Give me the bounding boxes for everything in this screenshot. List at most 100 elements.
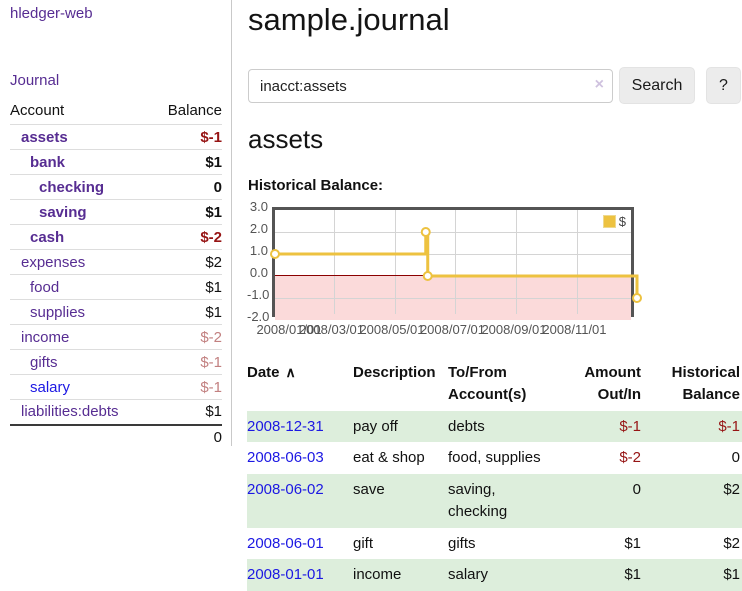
historical-balance-chart: $ [270, 207, 642, 320]
y-axis-tick-label: 2.0 [249, 221, 268, 236]
data-point-marker [422, 271, 433, 281]
sidebar: hledger-web Journal Account Balance asse… [0, 0, 232, 449]
tofrom-column-header: To/From Account(s) [448, 364, 527, 403]
transaction-balance: $-1 [718, 417, 740, 435]
transaction-description: gift [353, 534, 374, 552]
transaction-row: 2008-06-03 eat & shop food, supplies $-2 0 [247, 442, 742, 474]
account-row: gifts $-1 [10, 349, 222, 375]
transaction-accounts: saving, checking [448, 481, 508, 520]
transaction-date-link[interactable]: 2008-12-31 [247, 417, 324, 435]
account-row: salary $-1 [10, 374, 222, 400]
y-axis-tick-label: 0.0 [249, 265, 268, 280]
account-link-saving[interactable]: saving [39, 203, 87, 221]
page-title: sample.journal [248, 2, 450, 37]
search-input[interactable] [248, 69, 613, 103]
account-balance: $-2 [151, 224, 222, 250]
transaction-date-link[interactable]: 2008-06-01 [247, 534, 324, 552]
account-link-checking[interactable]: checking [39, 178, 105, 196]
transaction-row: 2008-12-31 pay off debts $-1 $-1 [247, 410, 742, 443]
account-balance: $2 [151, 249, 222, 275]
total-balance: 0 [151, 423, 222, 449]
chart-legend: $ [602, 214, 626, 229]
transaction-amount: 0 [632, 481, 641, 498]
account-heading: assets [248, 124, 324, 154]
account-link-cash[interactable]: cash [30, 228, 65, 246]
chart-title: Historical Balance: [248, 177, 384, 194]
sort-ascending-icon: ∧ [285, 364, 296, 380]
date-column-header[interactable]: Date ∧ [247, 364, 296, 381]
x-axis-tick-label: 2008/09/01 [481, 322, 547, 337]
account-link-income[interactable]: income [21, 328, 70, 346]
account-link-expenses[interactable]: expenses [21, 253, 86, 271]
balance-line-series [270, 227, 642, 303]
transaction-balance: $2 [723, 534, 740, 552]
search-form: × [248, 69, 613, 103]
account-link-bank[interactable]: bank [30, 153, 66, 171]
total-row: 0 [10, 423, 222, 449]
transaction-amount: $1 [624, 566, 641, 584]
data-point-marker [270, 249, 280, 259]
transaction-description: pay off [353, 417, 398, 435]
clear-search-icon[interactable]: × [594, 76, 604, 93]
account-row: supplies $1 [10, 299, 222, 325]
account-balance: $-2 [151, 324, 222, 350]
y-axis-tick-label: -1.0 [247, 287, 270, 302]
x-axis-tick-label: 2008/01/01 [256, 322, 322, 337]
v-gridline [334, 210, 335, 314]
transaction-amount: $-2 [619, 449, 641, 467]
account-row: checking 0 [10, 174, 222, 200]
transaction-row: 2008-06-01 gift gifts $1 $2 [247, 528, 742, 560]
y-axis-tick-label: 1.0 [249, 243, 268, 258]
v-gridline [516, 210, 518, 314]
account-row: liabilities:debts $1 [10, 399, 222, 425]
brand-link[interactable]: hledger-web [10, 5, 93, 22]
transaction-accounts: food, supplies [448, 449, 541, 467]
transaction-accounts: debts [448, 417, 485, 435]
account-balance: $1 [151, 199, 222, 225]
account-link-supplies[interactable]: supplies [30, 303, 86, 321]
transaction-date-link[interactable]: 2008-06-02 [247, 481, 324, 498]
transaction-description: save [353, 481, 385, 498]
h-gridline [275, 253, 631, 255]
account-balance: 0 [151, 174, 222, 200]
help-button[interactable]: ? [706, 67, 741, 104]
amount-column-header: Amount Out/In [584, 364, 641, 403]
account-balance: $-1 [151, 124, 222, 150]
balance-column-header: Balance [167, 102, 222, 119]
register-table: Date ∧ Description To/From Account(s) Amo… [247, 356, 742, 591]
account-link-salary[interactable]: salary [30, 378, 71, 396]
account-balances-table: Account Balance assets $-1 bank $1 checking 0… [10, 99, 222, 449]
transaction-description: eat & shop [353, 449, 425, 467]
account-link-food[interactable]: food [30, 278, 60, 296]
account-row: cash $-2 [10, 224, 222, 250]
transaction-balance: 0 [731, 449, 740, 467]
v-gridline [455, 210, 456, 314]
v-gridline [576, 210, 578, 314]
transaction-description: income [353, 566, 402, 584]
account-balance: $-1 [151, 349, 222, 375]
account-balance: $1 [151, 299, 222, 325]
v-gridline [394, 210, 396, 314]
h-gridline [275, 231, 631, 233]
account-balance: $1 [151, 399, 222, 425]
account-link-gifts[interactable]: gifts [30, 353, 58, 371]
transaction-date-link[interactable]: 2008-06-03 [247, 449, 324, 467]
account-balance: $1 [151, 274, 222, 300]
search-button[interactable]: Search [619, 67, 695, 104]
h-gridline [275, 297, 631, 299]
account-link-liabilities-debts[interactable]: liabilities:debts [21, 403, 119, 421]
y-axis-tick-label: -2.0 [247, 309, 270, 324]
main-content: sample.journal × Search ? assets Histori… [247, 0, 742, 591]
transaction-row: 2008-06-02 save saving, checking 0 $2 [247, 474, 742, 528]
y-axis-tick-label: 3.0 [249, 199, 268, 214]
transaction-accounts: salary [448, 566, 489, 584]
account-balance: $1 [151, 149, 222, 175]
transaction-balance: $1 [723, 566, 740, 584]
account-link-assets[interactable]: assets [21, 128, 68, 146]
transaction-amount: $1 [624, 534, 641, 552]
transaction-date-link[interactable]: 2008-01-01 [247, 566, 324, 584]
account-row: saving $1 [10, 199, 222, 225]
account-row: food $1 [10, 274, 222, 300]
sidebar-item-journal[interactable]: Journal [10, 72, 60, 89]
data-point-marker [632, 293, 642, 303]
